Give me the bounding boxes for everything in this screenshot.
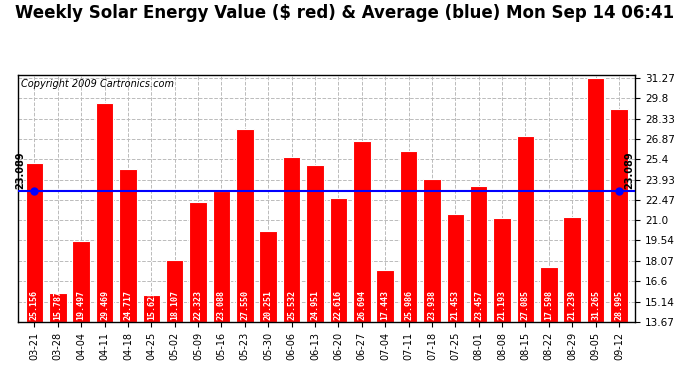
Text: 21.193: 21.193 [497, 290, 506, 320]
Text: 15.625: 15.625 [147, 290, 156, 320]
Text: 23.457: 23.457 [474, 290, 483, 320]
Bar [517, 136, 534, 322]
Text: 22.616: 22.616 [334, 290, 343, 320]
Text: 25.986: 25.986 [404, 290, 413, 320]
Bar [376, 270, 394, 322]
Text: Weekly Solar Energy Value ($ red) & Average (blue) Mon Sep 14 06:41: Weekly Solar Energy Value ($ red) & Aver… [15, 4, 675, 22]
Text: 27.085: 27.085 [521, 290, 530, 320]
Text: 23.089: 23.089 [15, 152, 26, 189]
Text: 23.089: 23.089 [624, 152, 635, 189]
Text: 31.265: 31.265 [591, 290, 600, 320]
Bar [610, 110, 628, 322]
Bar [400, 151, 417, 322]
Text: 26.694: 26.694 [357, 290, 366, 320]
Text: 29.469: 29.469 [100, 290, 109, 320]
Text: 18.107: 18.107 [170, 290, 179, 320]
Text: 24.951: 24.951 [310, 290, 319, 320]
Bar [306, 165, 324, 322]
Bar [493, 217, 511, 322]
Text: 19.497: 19.497 [77, 290, 86, 320]
Text: 20.251: 20.251 [264, 290, 273, 320]
Bar [143, 295, 160, 322]
Text: 27.550: 27.550 [240, 290, 249, 320]
Bar [540, 267, 558, 322]
Bar [26, 163, 43, 322]
Bar [259, 231, 277, 322]
Text: 25.156: 25.156 [30, 290, 39, 320]
Text: 22.323: 22.323 [194, 290, 203, 320]
Bar [423, 180, 441, 322]
Bar [166, 260, 184, 322]
Text: 23.088: 23.088 [217, 290, 226, 320]
Bar [49, 292, 66, 322]
Bar [119, 169, 137, 322]
Text: 17.598: 17.598 [544, 290, 553, 320]
Bar [283, 158, 300, 322]
Text: 21.453: 21.453 [451, 290, 460, 320]
Bar [353, 141, 371, 322]
Bar [96, 103, 113, 322]
Text: 28.995: 28.995 [615, 290, 624, 320]
Bar [587, 78, 604, 322]
Bar [72, 241, 90, 322]
Bar [213, 191, 230, 322]
Text: 15.787: 15.787 [53, 290, 62, 320]
Text: 21.239: 21.239 [568, 290, 577, 320]
Text: 25.532: 25.532 [287, 290, 296, 320]
Bar [330, 198, 347, 322]
Text: 17.443: 17.443 [381, 290, 390, 320]
Bar [564, 217, 581, 322]
Text: 23.938: 23.938 [427, 290, 437, 320]
Bar [470, 186, 487, 322]
Bar [236, 129, 254, 322]
Text: 24.717: 24.717 [124, 290, 132, 320]
Text: Copyright 2009 Cartronics.com: Copyright 2009 Cartronics.com [21, 79, 174, 89]
Bar [446, 214, 464, 322]
Bar [189, 202, 207, 322]
